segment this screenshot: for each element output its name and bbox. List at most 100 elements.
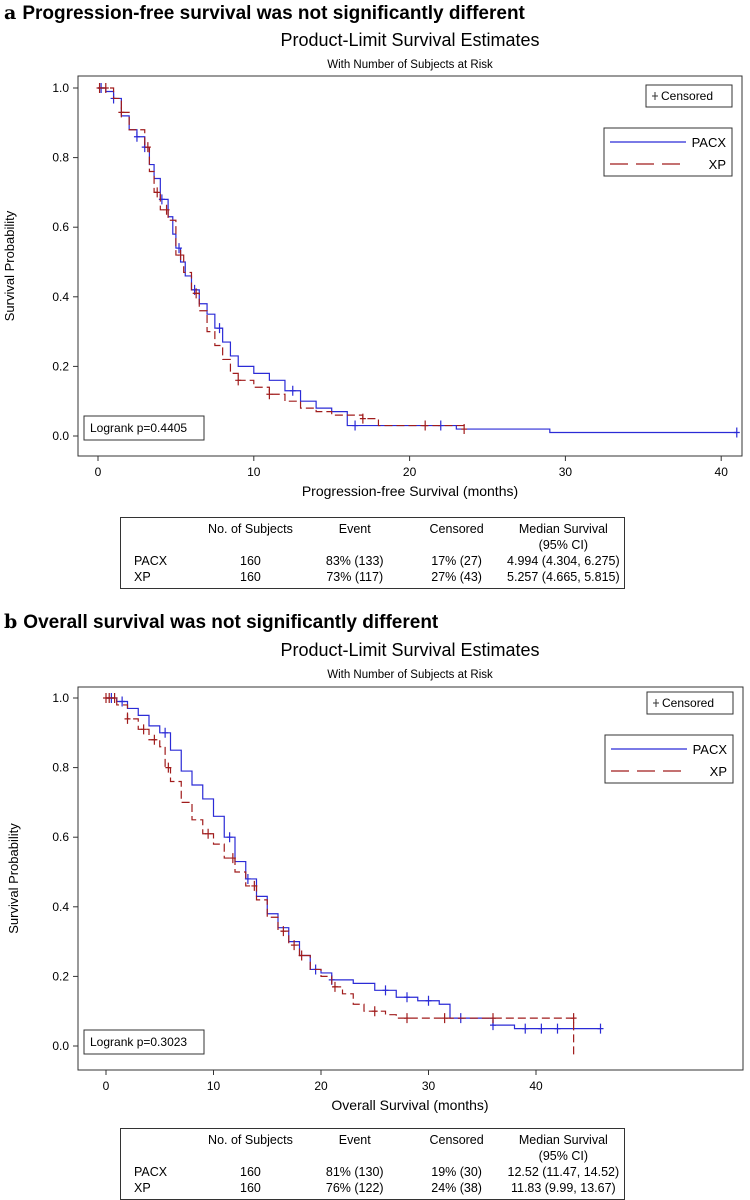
chart-b-censor-mark-pacx [226, 832, 233, 843]
chart-b-censor-mark-pacx [554, 1023, 561, 1034]
chart-b-series-pacx [106, 697, 601, 1030]
chart-a-censor-icon [652, 92, 658, 100]
chart-b-censor-mark-xp [570, 1013, 577, 1024]
chart-b-plot-frame [77, 686, 744, 1071]
chart-b-censor-mark-pacx [162, 727, 169, 738]
chart-b-censor-mark-xp [331, 981, 338, 992]
chart-a-title: Product-Limit Survival Estimates [280, 30, 539, 50]
summary-table-a: No. of Subjects Event Censored Median Survi… [120, 517, 625, 589]
chart-a-censor-mark-xp [163, 204, 170, 215]
chart-b-censor-mark-pacx [538, 1023, 545, 1034]
summary-table-b: No. of Subjects Event Censored Median Survi… [120, 1128, 625, 1200]
chart-b-censor-mark-xp [291, 940, 298, 951]
chart-b-xtick-label: 0 [103, 1079, 110, 1093]
chart-b-censor-mark-pacx [244, 873, 251, 884]
chart-b-legend [604, 734, 734, 784]
chart-b-ytick-label: 1.0 [52, 691, 69, 705]
chart-a-xtick-label: 20 [403, 465, 417, 479]
chart-a-censor-mark-pacx [216, 323, 223, 334]
chart-a-censor-mark-pacx [289, 385, 296, 396]
chart-b-censor-mark-xp [404, 1013, 410, 1024]
chart-a-censored-legend [645, 84, 733, 108]
panel-a-heading: a Progression-free survival was not signi… [4, 2, 525, 24]
table-row: PACX 160 83% (133) 17% (27) 4.994 (4.304, 6.… [134, 554, 620, 568]
chart-b-xlabel: Overall Survival (months) [331, 1097, 488, 1113]
chart-b-legend-label-xp: XP [710, 764, 727, 779]
chart-b-ytick-label: 0.4 [52, 900, 69, 914]
chart-a-censor-mark-xp [102, 83, 109, 93]
table-row: XP 160 76% (122) 24% (38) 11.83 (9.99, 13.67… [134, 1181, 616, 1195]
chart-b-censor-mark-pacx [425, 995, 432, 1006]
chart-a-subtitle: With Number of Subjects at Risk [327, 59, 493, 71]
chart-a-xtick-label: 30 [559, 465, 573, 479]
chart-a-ytick-label: 1.0 [52, 81, 69, 95]
chart-a-censor-mark-xp [359, 413, 366, 424]
chart-b-ytick-label: 0.0 [52, 1039, 69, 1053]
chart-a-xlabel: Progression-free Survival (months) [302, 483, 518, 499]
chart-b-censor-mark-xp [151, 734, 158, 745]
chart-b-censor-mark-xp [298, 950, 305, 961]
chart-a-ytick-label: 0.8 [52, 151, 69, 165]
chart-a-censor-mark-xp [235, 375, 242, 386]
panel-b-heading: b Overall survival was not significantly … [4, 611, 439, 633]
chart-a-censor-mark-pacx [176, 243, 183, 254]
chart-b-censor-mark-xp [229, 853, 236, 864]
chart-b-censor-mark-xp [111, 693, 118, 703]
chart-b-censor-mark-pacx [119, 696, 126, 707]
chart-b-title: Product-Limit Survival Estimates [280, 640, 539, 660]
chart-b-censor-mark-xp [140, 724, 147, 735]
table-header-row: No. of Subjects Event Censored Median Survi… [208, 1133, 608, 1163]
chart-b-xtick-label: 40 [529, 1079, 543, 1093]
chart-a-series-xp [98, 87, 465, 430]
chart-a-censor-mark-pacx [733, 427, 740, 438]
chart-b-censored-legend [646, 691, 734, 715]
chart-b-xtick-label: 20 [314, 1079, 328, 1093]
chart-b-ylabel: Survival Probability [6, 823, 21, 934]
chart-b-censor-mark-xp [280, 926, 287, 937]
chart-b-censor-mark-xp [124, 713, 131, 724]
chart-a-censor-mark-xp [118, 107, 125, 118]
table-header-row: No. of Subjects Event Censored Median Survi… [208, 522, 608, 552]
chart-b-censor-mark-pacx [522, 1023, 529, 1034]
chart-b-subtitle: With Number of Subjects at Risk [327, 669, 493, 681]
chart-a-xtick-label: 40 [715, 465, 729, 479]
chart-a-censor-mark-xp [193, 288, 200, 299]
chart-a-censor-mark-xp [154, 187, 161, 198]
chart-b-censor-mark-pacx [404, 992, 410, 1003]
chart-b-censor-mark-xp [251, 880, 258, 891]
chart-b-series-xp [106, 697, 575, 1057]
chart-a-ytick-label: 0.6 [52, 220, 69, 234]
chart-b-logrank-text: Logrank p=0.3023 [90, 1035, 187, 1049]
chart-b-censor-mark-pacx [597, 1023, 604, 1034]
chart-b-censor-mark-xp [441, 1013, 448, 1024]
chart-a-censor-mark-xp [461, 424, 468, 435]
chart-a-xtick-label: 0 [95, 465, 102, 479]
chart-a-censor-mark-xp [96, 83, 103, 93]
chart-a-logrank-text: Logrank p=0.4405 [90, 421, 187, 435]
chart-b-legend-label-pacx: PACX [693, 742, 728, 757]
chart-a-xtick-label: 10 [247, 465, 261, 479]
chart-a-censor-mark-xp [177, 250, 184, 261]
chart-a-legend-label-pacx: PACX [692, 135, 727, 150]
chart-b-censor-icon [653, 699, 659, 707]
chart-b-xtick-label: 10 [207, 1079, 221, 1093]
chart-b-censor-mark-xp [165, 762, 172, 773]
chart-a-legend-label-xp: XP [709, 157, 726, 172]
chart-b-ytick-label: 0.8 [52, 761, 69, 775]
chart-a-legend [603, 127, 733, 177]
chart-a-censor-mark-xp [144, 142, 151, 153]
chart-b-ytick-label: 0.6 [52, 830, 69, 844]
chart-a-censored-label: Censored [661, 89, 713, 103]
chart-b-censor-mark-pacx [382, 985, 389, 996]
chart-b-censor-mark-xp [205, 828, 212, 839]
chart-b-censor-mark-xp [106, 693, 113, 703]
chart-a-censor-mark-xp [266, 389, 273, 400]
chart-a-ylabel: Survival Probability [2, 210, 17, 321]
chart-a-ytick-label: 0.0 [52, 429, 69, 443]
table-row: XP 160 73% (117) 27% (43) 5.257 (4.665, 5.81… [134, 570, 620, 584]
chart-a-censor-mark-pacx [133, 131, 140, 142]
chart-b-censored-label: Censored [662, 696, 714, 710]
chart-b-censor-mark-xp [490, 1013, 496, 1024]
table-row: PACX 160 81% (130) 19% (30) 12.52 (11.47, 14… [134, 1165, 620, 1179]
